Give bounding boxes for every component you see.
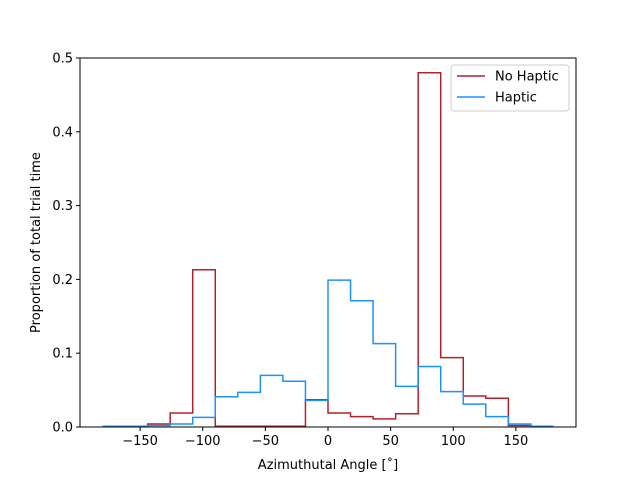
x-tick-label: −150 xyxy=(122,434,158,449)
series-line-haptic xyxy=(102,279,554,428)
y-tick-label: 0.0 xyxy=(52,421,73,436)
x-tick-label: −50 xyxy=(252,434,279,449)
x-tick-label: 0 xyxy=(324,434,332,449)
y-tick-label: 0.1 xyxy=(52,347,73,362)
legend: No Haptic Haptic xyxy=(450,64,570,112)
bin-haptic-4 xyxy=(193,417,216,427)
x-tick-label: −100 xyxy=(185,434,221,449)
bin-haptic-9 xyxy=(305,400,328,427)
bin-no-haptic-4 xyxy=(193,270,216,427)
x-tick-label: 100 xyxy=(441,434,466,449)
x-axis: −150 −100 −50 0 50 100 150 xyxy=(122,427,528,449)
bin-haptic-11 xyxy=(351,301,374,427)
bin-haptic-5 xyxy=(215,397,238,427)
y-tick-label: 0.4 xyxy=(52,125,73,140)
bin-haptic-13 xyxy=(396,386,419,427)
bin-haptic-17 xyxy=(486,417,509,427)
y-tick-label: 0.2 xyxy=(52,273,73,288)
y-axis: 0.0 0.1 0.2 0.3 0.4 0.5 xyxy=(52,52,80,436)
y-tick-label: 0.3 xyxy=(52,199,73,214)
axes-frame xyxy=(79,57,577,428)
bin-haptic-8 xyxy=(283,381,306,427)
bin-haptic-7 xyxy=(260,375,283,427)
x-axis-label: Azimuthutal Angle [˚] xyxy=(258,457,398,473)
legend-label-no-haptic: No Haptic xyxy=(495,70,559,85)
y-tick-label: 0.5 xyxy=(52,52,73,67)
series-line-no-haptic xyxy=(102,72,554,428)
bin-haptic-10 xyxy=(328,280,351,427)
bin-haptic-14 xyxy=(418,366,441,427)
bin-haptic-6 xyxy=(238,392,261,427)
bin-haptic-15 xyxy=(441,392,464,427)
bin-haptic-12 xyxy=(373,344,396,427)
legend-label-haptic: Haptic xyxy=(495,91,537,106)
plot-area xyxy=(102,72,554,428)
x-tick-label: 50 xyxy=(382,434,399,449)
y-axis-label: Proportion of total trial time xyxy=(29,152,44,333)
x-tick-label: 150 xyxy=(503,434,528,449)
bin-haptic-16 xyxy=(463,404,486,427)
